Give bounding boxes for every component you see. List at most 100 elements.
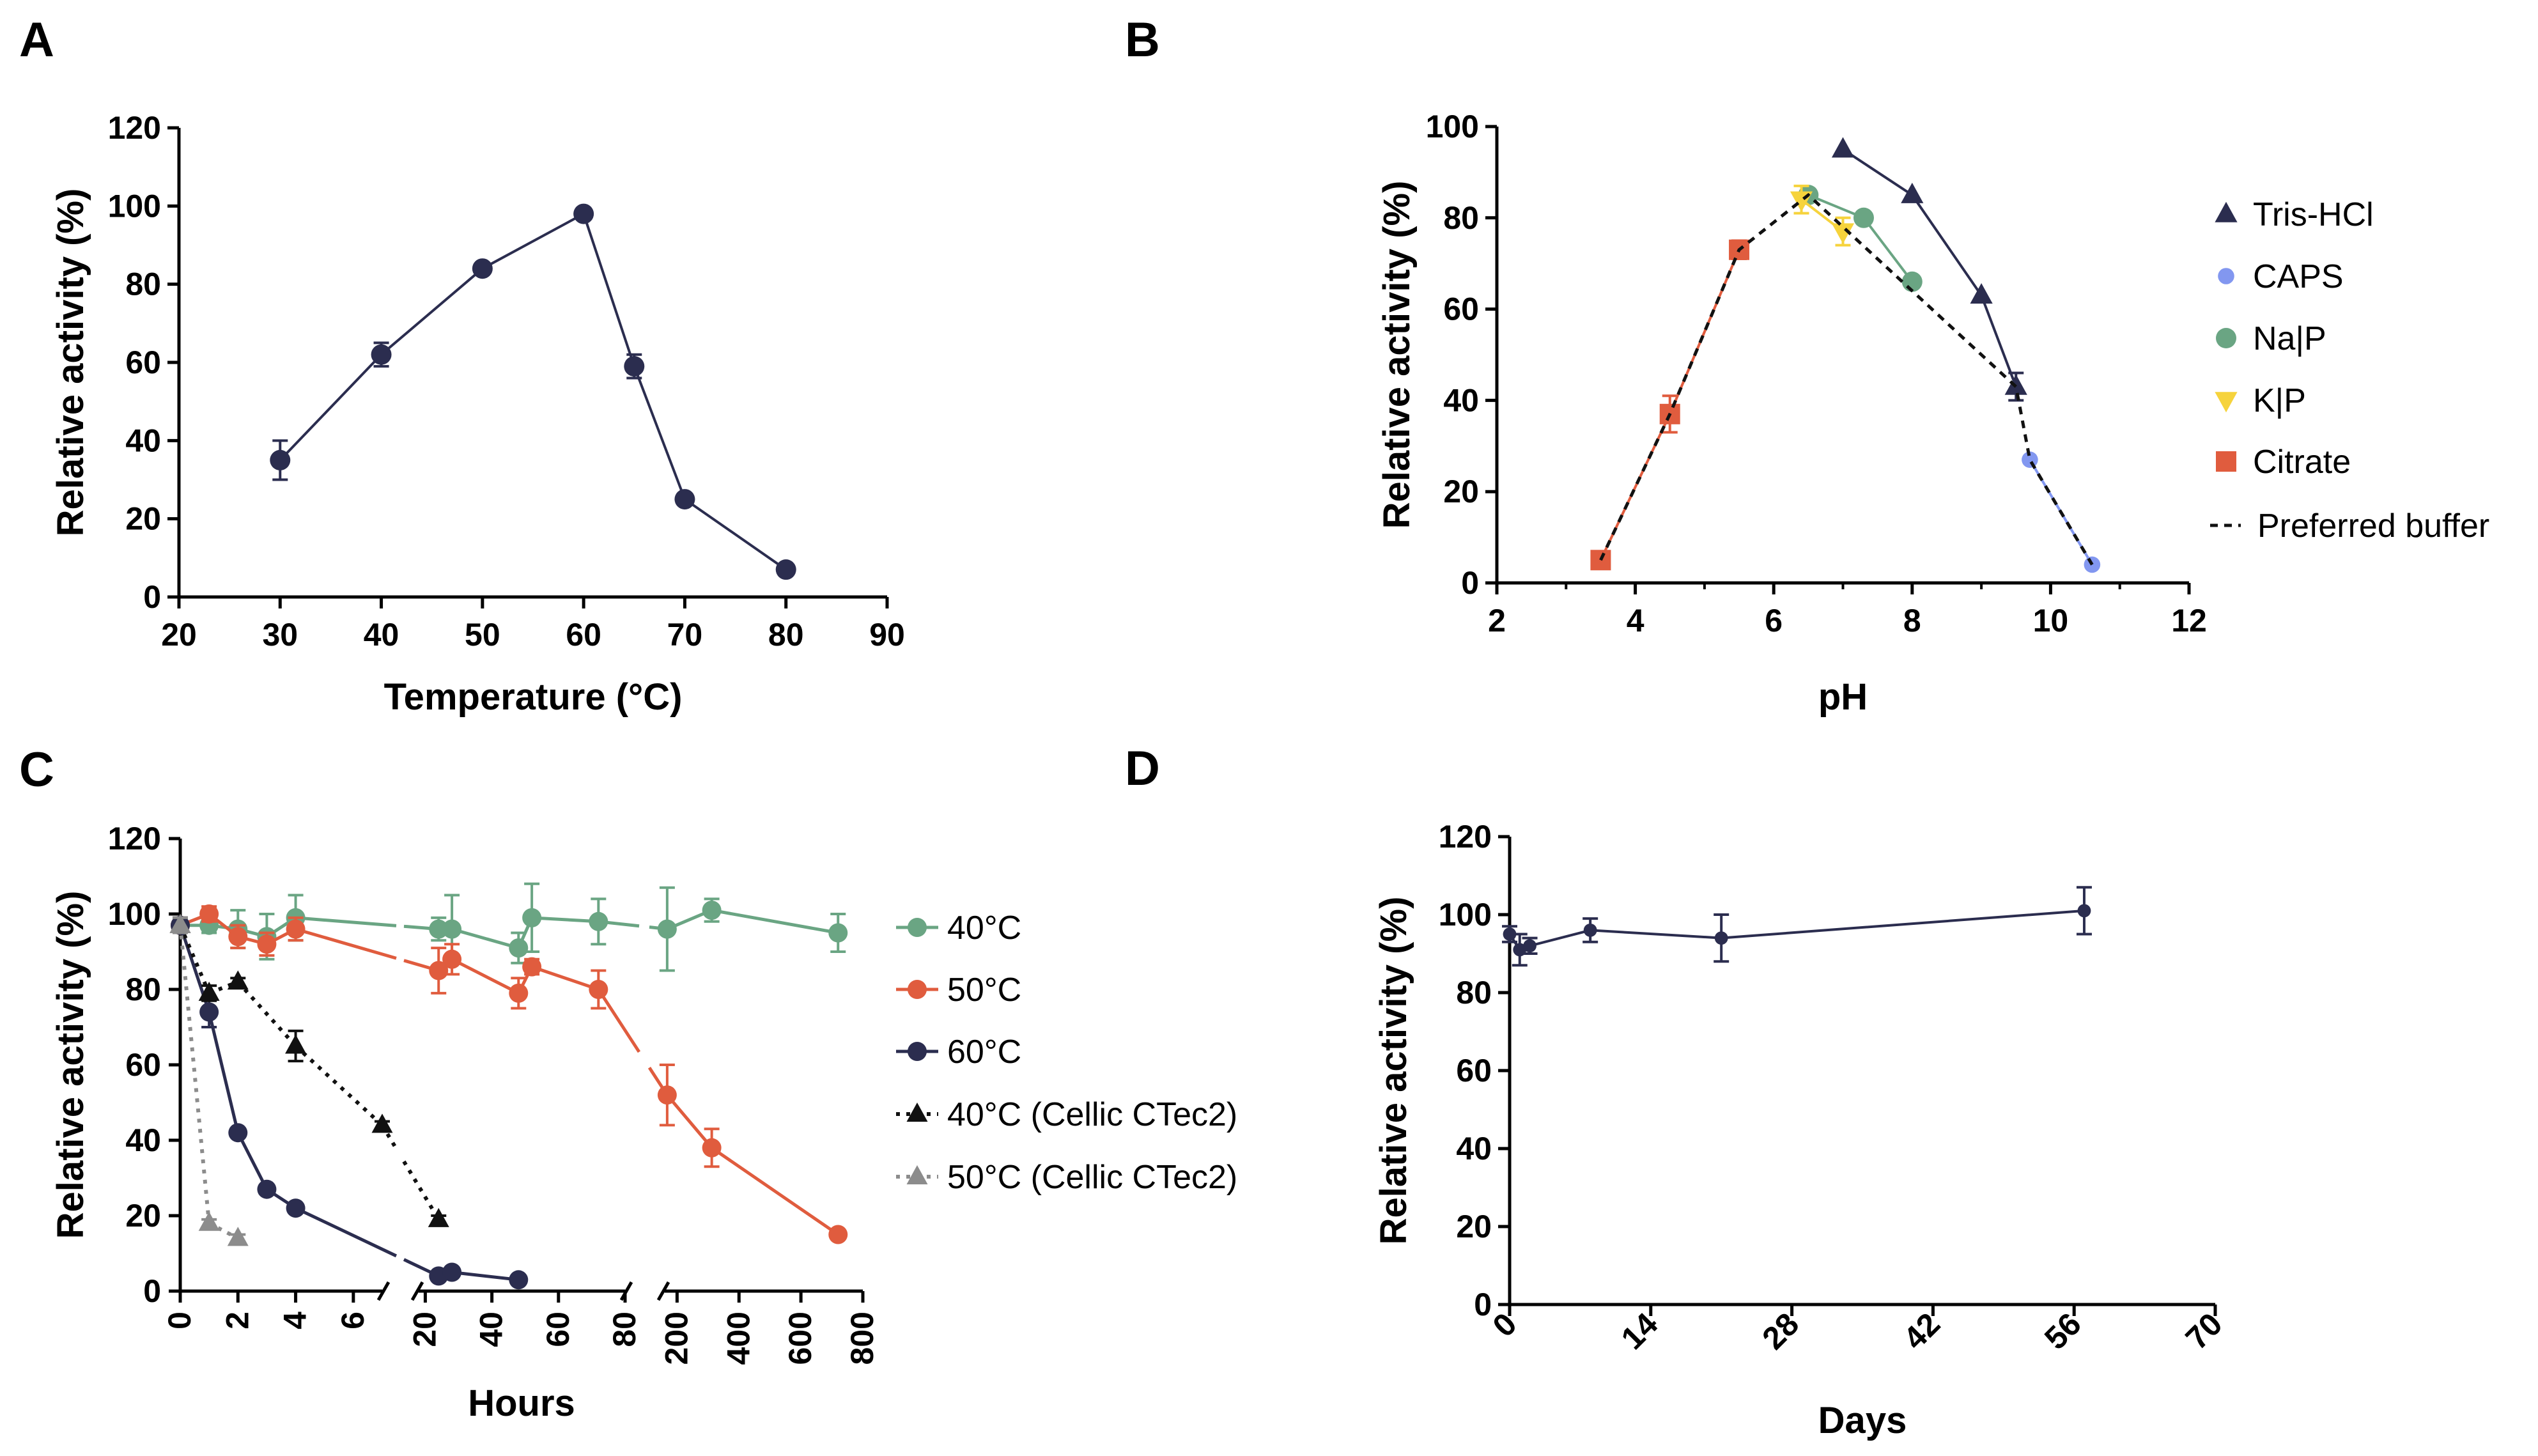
- data-point: [1901, 182, 1924, 203]
- y-tick-label: 40: [1443, 382, 1479, 418]
- data-point: [657, 1085, 677, 1105]
- x-tick-label: 12: [2171, 603, 2207, 639]
- data-point: [227, 970, 249, 990]
- y-tick-label: 80: [125, 267, 161, 302]
- x-tick-label: 20: [406, 1312, 442, 1347]
- data-point: [1831, 223, 1855, 244]
- series-stability: [1502, 886, 2092, 967]
- legend-marker: [906, 1103, 928, 1122]
- data-point: [509, 1270, 529, 1290]
- y-tick-label: 0: [143, 1273, 161, 1309]
- y-axis-title: Relative activity (%): [50, 891, 91, 1239]
- data-point: [522, 957, 542, 977]
- y-tick-label: 20: [1443, 474, 1479, 509]
- data-point: [522, 908, 542, 927]
- series-citrate: [1590, 239, 1750, 571]
- y-tick-label: 40: [125, 1122, 161, 1158]
- x-tick-label: 400: [720, 1312, 756, 1365]
- y-tick-label: 80: [1443, 200, 1479, 236]
- y-axis-title: Relative activity (%): [1373, 897, 1414, 1245]
- legend-item: 40°C (Cellic CTec2): [896, 1096, 1237, 1133]
- y-tick-label: 100: [108, 188, 161, 224]
- data-point: [227, 1227, 249, 1246]
- data-point: [1853, 207, 1874, 228]
- panel-c: C 0 20 40 60 80 100 120 0 2 4 6 20 40 60 80 200 400 600 800…: [19, 743, 880, 1424]
- x-tick-label: 80: [607, 1312, 642, 1347]
- series-line: [711, 1146, 839, 1236]
- data-point: [371, 344, 392, 365]
- x-tick-label: 70: [2179, 1306, 2229, 1356]
- legend-marker: [2215, 392, 2238, 413]
- series-line: [531, 965, 600, 991]
- data-point: [589, 911, 608, 931]
- panel-label: B: [1125, 13, 1160, 67]
- y-tick-label: 120: [1439, 819, 1492, 855]
- x-tick-label: 0: [162, 1312, 197, 1329]
- data-point: [199, 1002, 219, 1022]
- data-point: [169, 913, 191, 933]
- y-tick-label: 80: [125, 972, 161, 1007]
- legend-marker: [908, 980, 927, 999]
- legend-marker: [2218, 268, 2234, 284]
- series-line: [178, 924, 211, 995]
- y-tick-label: 60: [125, 345, 161, 380]
- series-tris-hcl: [1831, 137, 2027, 402]
- data-point: [442, 949, 462, 969]
- legend-label: Citrate: [2253, 444, 2351, 481]
- legend-item: 50°C: [896, 972, 1021, 1009]
- x-tick-label: 30: [262, 617, 298, 653]
- legend-label: 40°C (Cellic CTec2): [947, 1096, 1237, 1133]
- data-point: [674, 489, 695, 510]
- x-tick-label: 10: [2033, 603, 2069, 639]
- y-tick-label: 120: [108, 110, 161, 146]
- data-point: [257, 934, 277, 954]
- legend-item: Preferred buffer: [2210, 507, 2489, 545]
- data-point: [1714, 931, 1728, 945]
- axis-break-mark: [656, 1281, 670, 1301]
- axis-break-mark: [376, 1281, 391, 1301]
- x-tick-label: 200: [658, 1312, 694, 1365]
- x-tick-label: 56: [2038, 1306, 2088, 1356]
- legend-label: 50°C: [947, 972, 1021, 1009]
- legend-label: K|P: [2253, 382, 2306, 419]
- data-point: [828, 923, 848, 943]
- legend-label: 40°C: [947, 910, 1021, 947]
- series-line: [279, 212, 787, 571]
- y-tick-label: 0: [143, 579, 161, 615]
- data-point: [509, 938, 529, 958]
- data-point: [702, 901, 722, 920]
- data-point: [657, 919, 677, 939]
- legend-item: 60°C: [896, 1034, 1021, 1071]
- legend-label: Tris-HCl: [2253, 196, 2374, 233]
- series-preferred-buffer: [1599, 192, 2094, 566]
- panel-b: B 0 20 40 60 80 100 2 4 6 8 10 12 pH Relative activity…: [1125, 13, 2207, 718]
- panel-label: A: [19, 13, 54, 67]
- data-point: [1523, 939, 1536, 953]
- data-point: [1513, 943, 1527, 957]
- legend-item: 40°C: [896, 910, 1021, 947]
- y-tick-label: 40: [125, 422, 161, 458]
- data-point: [573, 203, 594, 224]
- data-point: [199, 904, 219, 924]
- x-tick-label: 8: [1903, 603, 1921, 639]
- x-tick-label: 42: [1896, 1306, 1947, 1356]
- y-tick-label: 40: [1456, 1131, 1492, 1166]
- x-tick-label: 6: [1765, 603, 1783, 639]
- data-point: [257, 1179, 277, 1199]
- legend-marker: [2216, 328, 2236, 348]
- series-line: [597, 988, 641, 1053]
- data-point: [428, 1207, 449, 1227]
- x-tick-label: 14: [1614, 1306, 1665, 1356]
- y-tick-label: 20: [125, 501, 161, 537]
- axis-break-mark: [619, 1281, 633, 1301]
- legend-c: 40°C 50°C 60°C 40°C (Cellic CTec2) 50°C (Cel…: [896, 910, 1237, 1196]
- x-tick-label: 20: [161, 617, 197, 653]
- x-axis-title: Temperature (°C): [384, 676, 683, 718]
- legend-item: CAPS: [2218, 258, 2344, 295]
- x-tick-label: 50: [465, 617, 500, 653]
- legend-label: 60°C: [947, 1034, 1021, 1071]
- y-tick-label: 100: [1439, 897, 1492, 933]
- data-point: [1503, 927, 1517, 941]
